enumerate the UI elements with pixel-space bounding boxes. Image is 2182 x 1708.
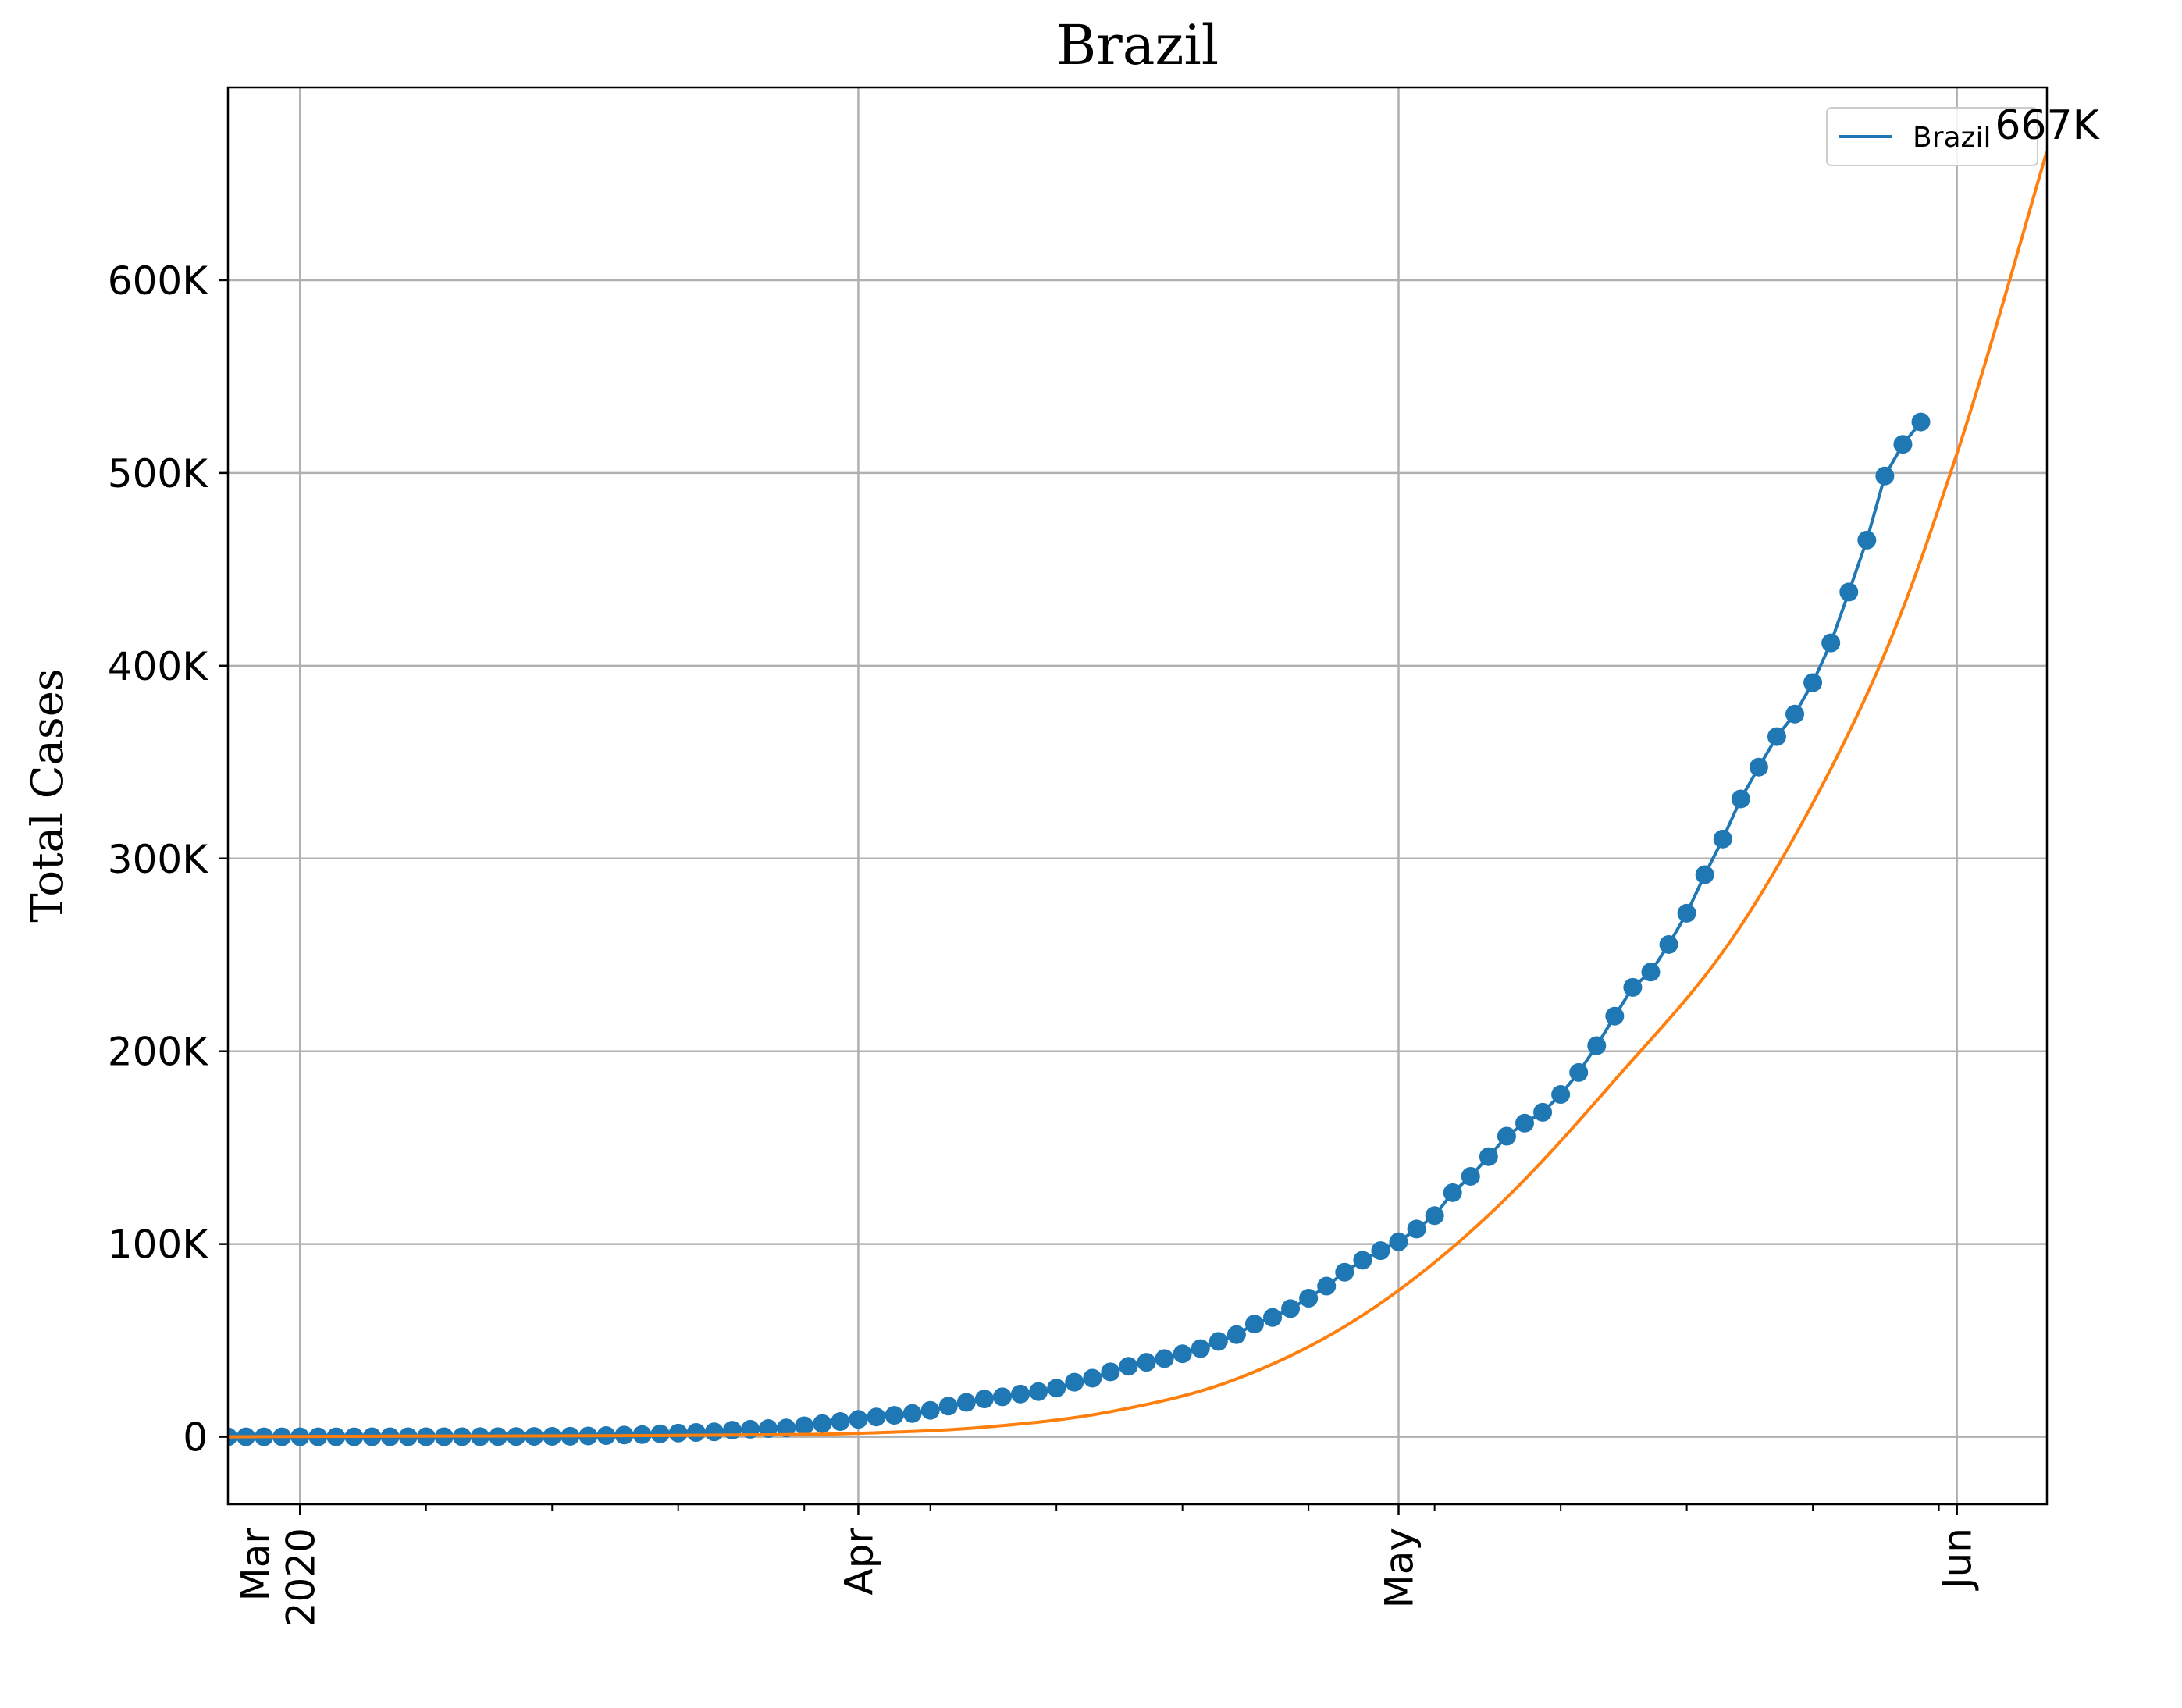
brazil-data-point <box>686 1423 706 1443</box>
brazil-data-point <box>813 1414 832 1433</box>
axes-frame <box>226 86 2049 1506</box>
brazil-data-point <box>1839 582 1859 602</box>
brazil-data-point <box>1551 1085 1571 1105</box>
brazil-data-point <box>1749 757 1768 777</box>
brazil-data-point <box>704 1422 724 1442</box>
brazil-data-point <box>974 1390 994 1409</box>
brazil-data-point <box>992 1387 1012 1407</box>
brazil-data-point <box>1425 1206 1444 1226</box>
brazil-data-point <box>1317 1276 1337 1296</box>
x-tick-label: Mar <box>233 1528 278 1602</box>
brazil-data-point <box>1443 1183 1462 1202</box>
brazil-data-point <box>1119 1357 1138 1376</box>
brazil-data-point <box>1389 1232 1408 1251</box>
ticks: 0 100K 200K 300K 400K 500K 600K Mar 2020 Apr May Ju… <box>108 258 1981 1627</box>
brazil-data-point <box>1641 963 1661 982</box>
brazil-data-point <box>1875 466 1895 486</box>
series-layer <box>228 150 2047 1446</box>
brazil-data-point <box>722 1421 742 1440</box>
legend-box <box>1826 107 2038 166</box>
grid <box>228 87 2047 1504</box>
brazil-data-point <box>1065 1372 1084 1392</box>
brazil-data-point <box>1821 633 1841 653</box>
legend-label: Brazil <box>1913 122 1991 154</box>
brazil-data-point <box>1173 1344 1192 1364</box>
brazil-data-point <box>1479 1147 1498 1166</box>
brazil-data-point <box>849 1410 868 1429</box>
brazil-data-point <box>1011 1384 1030 1404</box>
brazil-data-point <box>1623 977 1643 997</box>
brazil-data-point <box>1461 1166 1480 1186</box>
x-tick-label: May <box>1377 1528 1422 1608</box>
brazil-data-point <box>1371 1241 1390 1261</box>
brazil-data-point <box>668 1423 688 1443</box>
brazil-data-point <box>1101 1362 1120 1382</box>
brazil-data-point <box>1191 1339 1210 1358</box>
brazil-data-point <box>1335 1262 1354 1282</box>
brazil-data-point <box>1208 1332 1228 1351</box>
brazil-data-point <box>1569 1062 1589 1082</box>
legend: Brazil <box>1826 107 2038 166</box>
brazil-data-point <box>1893 435 1913 454</box>
brazil-data-point <box>1785 704 1805 724</box>
brazil-data-point <box>831 1412 850 1432</box>
brazil-data-point <box>1731 789 1750 809</box>
y-tick-label: 100K <box>108 1222 208 1268</box>
brazil-data-point <box>885 1406 904 1425</box>
brazil-data-point <box>1029 1382 1048 1401</box>
brazil-data-point <box>920 1400 940 1420</box>
brazil-data-point <box>1515 1113 1534 1133</box>
brazil-data-point <box>1083 1368 1102 1388</box>
chart-title: Brazil <box>1056 13 1219 77</box>
brazil-data-point <box>650 1424 670 1443</box>
y-tick-label: 500K <box>108 451 208 496</box>
x-tick-label: Apr <box>836 1528 881 1596</box>
brazil-data-point <box>1677 903 1696 923</box>
y-tick-label: 0 <box>183 1415 208 1461</box>
brazil-data-point <box>867 1407 886 1427</box>
brazil-data-point <box>1605 1006 1625 1026</box>
brazil-data-point <box>1353 1251 1372 1270</box>
y-tick-label: 300K <box>108 837 208 882</box>
y-axis-label: Total Cases <box>23 668 73 922</box>
brazil-data-point <box>1155 1349 1174 1368</box>
plot-area <box>228 150 2047 1446</box>
brazil-data-point <box>1767 727 1786 746</box>
brazil-data-point <box>1263 1308 1283 1327</box>
brazil-data-point <box>938 1397 958 1416</box>
brazil-data-point <box>1497 1126 1516 1146</box>
brazil-data-point <box>1713 829 1732 849</box>
x-tick-label: 2020 <box>278 1528 323 1627</box>
x-tick-label: Jun <box>1935 1528 1981 1591</box>
fit-series-line <box>228 150 2047 1439</box>
brazil-data-point <box>902 1404 922 1423</box>
brazil-data-point <box>1695 865 1714 884</box>
brazil-data-point <box>1911 412 1931 432</box>
y-tick-label: 400K <box>108 644 208 689</box>
brazil-data-point <box>777 1418 796 1438</box>
brazil-series-line <box>228 421 1923 1439</box>
brazil-data-point <box>1299 1289 1319 1308</box>
y-tick-label: 200K <box>108 1030 208 1075</box>
brazil-data-point <box>1407 1219 1426 1239</box>
brazil-data-point <box>1281 1299 1301 1318</box>
brazil-data-point <box>1137 1353 1156 1372</box>
brazil-data-point <box>1587 1036 1607 1055</box>
brazil-data-point <box>1533 1102 1553 1122</box>
brazil-data-point <box>1047 1379 1066 1398</box>
brazil-data-point <box>1226 1325 1246 1344</box>
brazil-data-point <box>1803 673 1823 692</box>
brazil-data-point <box>1659 934 1678 954</box>
brazil-data-point <box>1857 530 1877 550</box>
y-tick-label: 600K <box>108 258 208 304</box>
brazil-data-point <box>795 1416 814 1436</box>
brazil-data-point <box>1244 1315 1264 1334</box>
annotation-label: 667K <box>1995 102 2100 149</box>
brazil-data-point <box>956 1393 976 1412</box>
annotations: 667K <box>1995 102 2100 149</box>
